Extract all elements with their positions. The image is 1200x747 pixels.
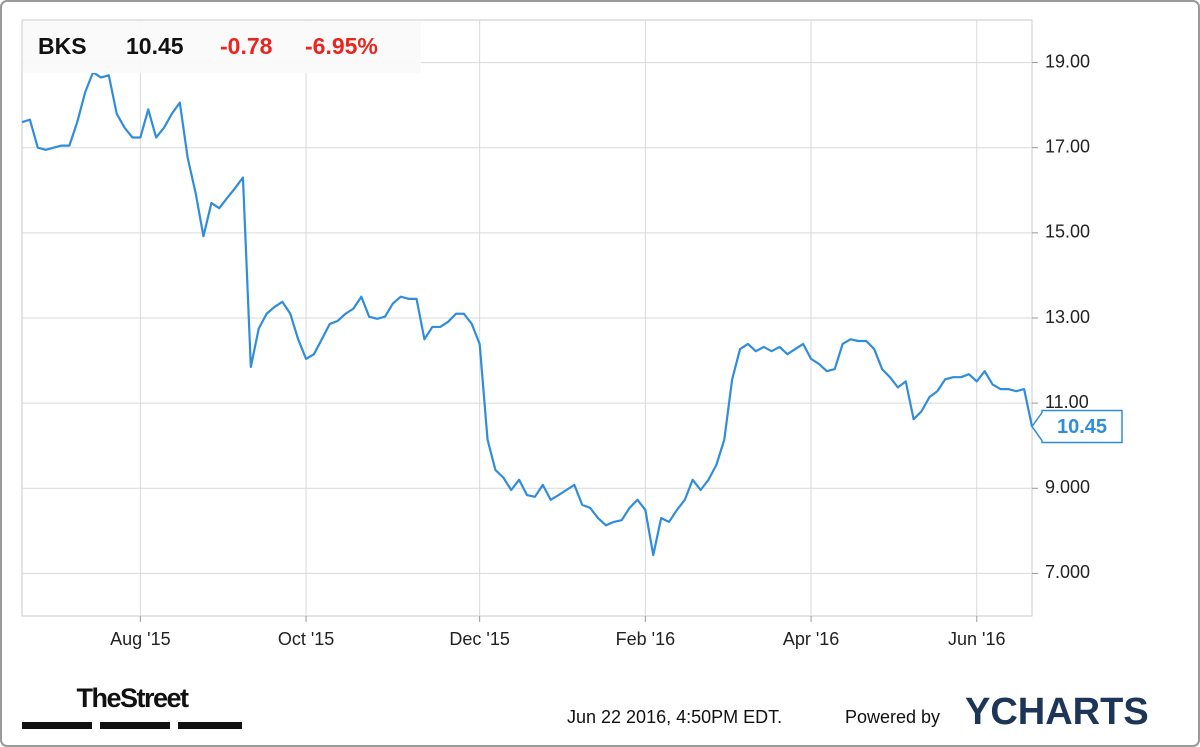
x-tick-label: Oct '15 <box>278 629 334 649</box>
y-tick-label: 17.00 <box>1045 136 1090 156</box>
price-line <box>21 71 1034 557</box>
last-price: 10.45 <box>126 33 184 59</box>
brand: YCHARTS <box>965 691 1149 733</box>
header-box <box>23 21 421 73</box>
x-tick-label: Feb '16 <box>616 629 675 649</box>
x-tick-label: Dec '15 <box>449 629 509 649</box>
logo-bar <box>178 722 242 729</box>
y-tick-label: 11.00 <box>1045 392 1089 412</box>
x-tick-label: Aug '15 <box>110 629 171 649</box>
last-price-label: 10.45 <box>1057 416 1107 438</box>
change-pct: -6.95% <box>305 33 378 59</box>
x-tick-label: Jun '16 <box>948 629 1005 649</box>
x-tick-label: Apr '16 <box>783 629 839 649</box>
ticker: BKS <box>38 33 87 59</box>
last-price-box <box>1031 409 1123 444</box>
y-tick-label: 7.000 <box>1045 562 1090 582</box>
y-tick-label: 13.00 <box>1045 307 1090 327</box>
logo: TheStreet <box>76 683 189 713</box>
y-tick-label: 9.000 <box>1045 477 1090 497</box>
y-tick-label: 15.00 <box>1045 222 1090 242</box>
marks <box>21 71 1034 557</box>
change: -0.78 <box>220 33 273 59</box>
logo-bar <box>100 722 170 729</box>
y-tick-label: 19.00 <box>1045 51 1090 71</box>
powered-by: Powered by <box>845 707 940 727</box>
timestamp: Jun 22 2016, 4:50PM EDT. <box>567 707 782 727</box>
logo-bar <box>22 722 92 729</box>
